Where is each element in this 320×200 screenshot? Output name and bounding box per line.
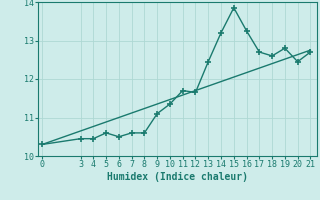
X-axis label: Humidex (Indice chaleur): Humidex (Indice chaleur) <box>107 172 248 182</box>
